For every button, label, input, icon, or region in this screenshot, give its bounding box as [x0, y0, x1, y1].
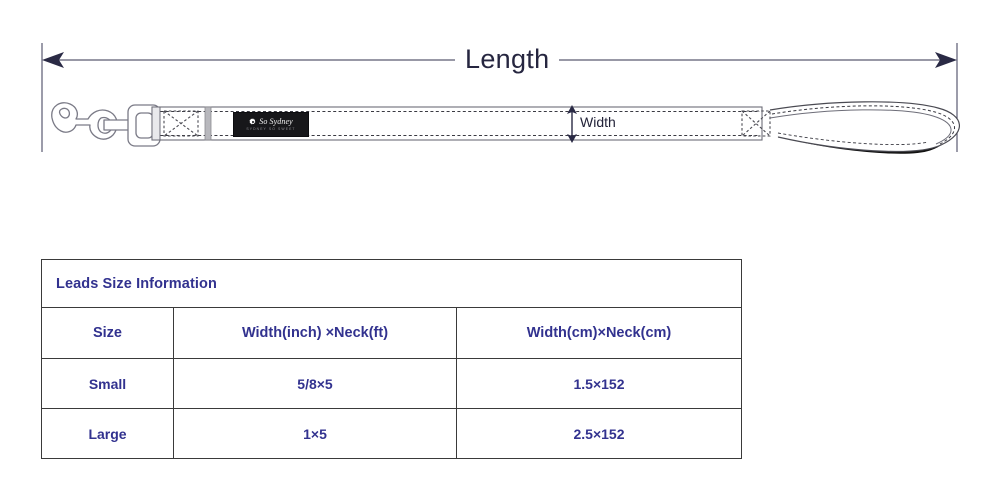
cell-size-large: Large	[41, 408, 174, 459]
snap-hook-clasp	[51, 102, 139, 140]
leash-illustration	[41, 43, 960, 154]
width-arrowhead-bottom	[567, 134, 577, 143]
column-header-size: Size	[41, 307, 174, 359]
column-header-imperial: Width(inch) ×Neck(ft)	[173, 307, 457, 359]
leash-diagram: Length Width So Sydney SYDNEY SO SWEET	[0, 0, 1000, 240]
length-arrowhead-right	[935, 52, 957, 68]
stitch-box-left	[163, 110, 199, 137]
cell-imperial-large: 1×5	[173, 408, 457, 459]
length-label: Length	[455, 44, 560, 75]
handle-stitch-top	[771, 105, 955, 146]
cell-metric-large: 2.5×152	[456, 408, 742, 459]
brand-tagline: SYDNEY SO SWEET	[246, 127, 296, 131]
stitch-box-right	[741, 110, 771, 137]
table-header-row: Size Width(inch) ×Neck(ft) Width(cm)×Nec…	[41, 307, 742, 359]
table-row: Small 5/8×5 1.5×152	[41, 358, 742, 409]
cell-size-small: Small	[41, 358, 174, 409]
width-arrowhead-top	[567, 105, 577, 114]
cell-metric-small: 1.5×152	[456, 358, 742, 409]
column-header-metric: Width(cm)×Neck(cm)	[456, 307, 742, 359]
table-row: Large 1×5 2.5×152	[41, 408, 742, 459]
stitch-diag-left-2	[163, 110, 199, 137]
leads-size-information-table: Leads Size Information Size Width(inch) …	[41, 259, 742, 459]
length-arrowhead-left	[42, 52, 64, 68]
hook-eye	[58, 107, 71, 119]
x-box-stitch-right	[741, 110, 771, 137]
brand-tag: So Sydney SYDNEY SO SWEET	[233, 112, 309, 137]
brand-name: So Sydney	[259, 116, 293, 126]
flower-mark-icon	[249, 118, 256, 124]
strap-reinforcement-band	[204, 106, 212, 141]
strap-fold-end	[151, 106, 161, 141]
table-title-row: Leads Size Information	[41, 259, 742, 308]
handle-inner-edge	[769, 109, 952, 145]
buckle-inner	[135, 112, 154, 139]
table-title: Leads Size Information	[41, 259, 742, 308]
stitch-diag-right-2	[741, 110, 771, 137]
x-box-stitch-left	[163, 110, 199, 137]
stitch-diag-right-1	[741, 110, 771, 137]
brand-row: So Sydney	[249, 116, 293, 126]
cell-imperial-small: 5/8×5	[173, 358, 457, 409]
width-label: Width	[580, 114, 616, 130]
width-dimension	[567, 105, 577, 143]
padded-handle-loop	[769, 101, 960, 154]
